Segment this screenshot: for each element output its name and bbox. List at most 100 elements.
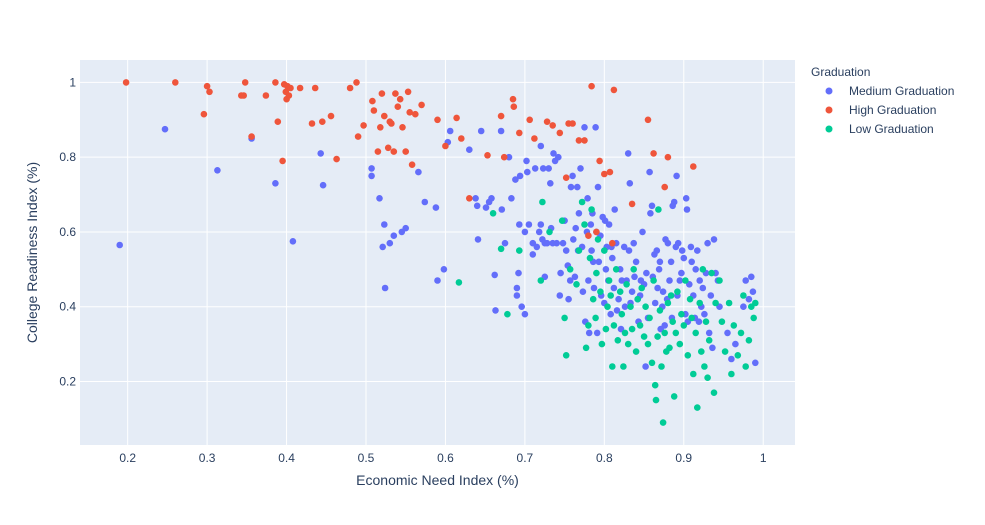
data-point[interactable] — [709, 344, 716, 352]
data-point[interactable] — [678, 310, 685, 318]
data-point[interactable] — [549, 122, 556, 129]
data-point[interactable] — [624, 150, 632, 157]
data-point[interactable] — [333, 155, 340, 163]
data-point[interactable] — [543, 118, 551, 125]
data-point[interactable] — [678, 247, 686, 254]
data-point[interactable] — [595, 258, 603, 266]
data-point[interactable] — [648, 359, 656, 367]
data-point[interactable] — [734, 352, 742, 359]
data-point[interactable] — [388, 120, 395, 127]
data-point[interactable] — [606, 168, 614, 176]
data-point[interactable] — [319, 181, 327, 189]
data-point[interactable] — [319, 118, 326, 125]
data-point[interactable] — [572, 224, 579, 232]
data-point[interactable] — [562, 174, 570, 181]
data-point[interactable] — [634, 295, 641, 303]
data-point[interactable] — [455, 279, 463, 286]
data-point[interactable] — [581, 137, 588, 144]
data-point[interactable] — [498, 206, 506, 213]
data-point[interactable] — [537, 277, 545, 284]
data-point[interactable] — [613, 307, 621, 314]
data-point[interactable] — [585, 232, 592, 239]
data-point[interactable] — [740, 303, 747, 311]
data-point[interactable] — [667, 258, 675, 266]
data-point[interactable] — [699, 266, 707, 273]
data-point[interactable] — [728, 370, 735, 378]
data-point[interactable] — [200, 110, 208, 118]
data-point[interactable] — [274, 118, 282, 125]
data-point[interactable] — [161, 125, 169, 133]
data-point[interactable] — [279, 157, 286, 165]
data-point[interactable] — [458, 135, 465, 142]
data-point[interactable] — [716, 277, 723, 284]
data-point[interactable] — [116, 241, 123, 249]
data-point[interactable] — [732, 340, 739, 348]
data-point[interactable] — [721, 348, 729, 355]
data-point[interactable] — [646, 314, 653, 322]
data-point[interactable] — [392, 90, 399, 97]
data-point[interactable] — [630, 239, 637, 247]
data-point[interactable] — [535, 228, 543, 236]
data-point[interactable] — [585, 322, 592, 329]
data-point[interactable] — [575, 210, 583, 217]
data-point[interactable] — [585, 329, 593, 337]
data-point[interactable] — [505, 153, 513, 161]
data-point[interactable] — [651, 299, 659, 307]
data-point[interactable] — [311, 84, 319, 92]
data-point[interactable] — [627, 303, 634, 311]
data-point[interactable] — [482, 204, 490, 211]
data-point[interactable] — [408, 161, 416, 168]
data-point[interactable] — [537, 142, 545, 150]
data-point[interactable] — [384, 144, 392, 152]
data-point[interactable] — [601, 170, 608, 178]
data-point[interactable] — [658, 363, 665, 370]
data-point[interactable] — [369, 97, 376, 105]
data-point[interactable] — [688, 258, 695, 266]
data-point[interactable] — [492, 307, 499, 314]
data-point[interactable] — [584, 195, 591, 202]
data-point[interactable] — [550, 150, 557, 157]
data-point[interactable] — [656, 258, 664, 266]
data-point[interactable] — [684, 352, 692, 359]
data-point[interactable] — [696, 299, 703, 307]
data-point[interactable] — [525, 221, 533, 228]
data-point[interactable] — [594, 183, 602, 191]
legend[interactable]: Graduation Medium Graduation High Graduat… — [811, 65, 954, 136]
data-point[interactable] — [402, 148, 410, 155]
data-point[interactable] — [360, 122, 367, 129]
data-point[interactable] — [596, 157, 603, 165]
data-point[interactable] — [399, 124, 406, 131]
data-point[interactable] — [593, 329, 601, 337]
data-point[interactable] — [664, 239, 672, 247]
data-point[interactable] — [621, 329, 629, 337]
data-point[interactable] — [466, 146, 473, 153]
data-point[interactable] — [682, 277, 689, 284]
data-point[interactable] — [390, 148, 398, 155]
data-point[interactable] — [272, 180, 279, 187]
legend-item[interactable]: Medium Graduation — [825, 84, 955, 98]
data-point[interactable] — [559, 239, 567, 247]
data-point[interactable] — [718, 318, 726, 326]
data-point[interactable] — [434, 116, 441, 124]
data-point[interactable] — [704, 239, 711, 247]
data-point[interactable] — [598, 340, 606, 348]
data-point[interactable] — [555, 153, 562, 161]
data-point[interactable] — [621, 303, 629, 311]
data-point[interactable] — [354, 133, 362, 140]
data-point[interactable] — [740, 292, 747, 299]
data-point[interactable] — [655, 206, 662, 213]
data-point[interactable] — [553, 239, 560, 247]
data-point[interactable] — [516, 172, 524, 180]
data-point[interactable] — [575, 247, 583, 254]
data-point[interactable] — [515, 269, 522, 277]
data-point[interactable] — [683, 206, 691, 213]
data-point[interactable] — [569, 172, 576, 180]
data-point[interactable] — [547, 180, 554, 187]
data-point[interactable] — [501, 239, 509, 247]
data-point[interactable] — [701, 363, 708, 370]
data-point[interactable] — [539, 198, 546, 206]
data-point[interactable] — [652, 396, 660, 404]
data-point[interactable] — [692, 329, 699, 337]
data-point[interactable] — [632, 348, 640, 355]
data-point[interactable] — [699, 284, 707, 292]
